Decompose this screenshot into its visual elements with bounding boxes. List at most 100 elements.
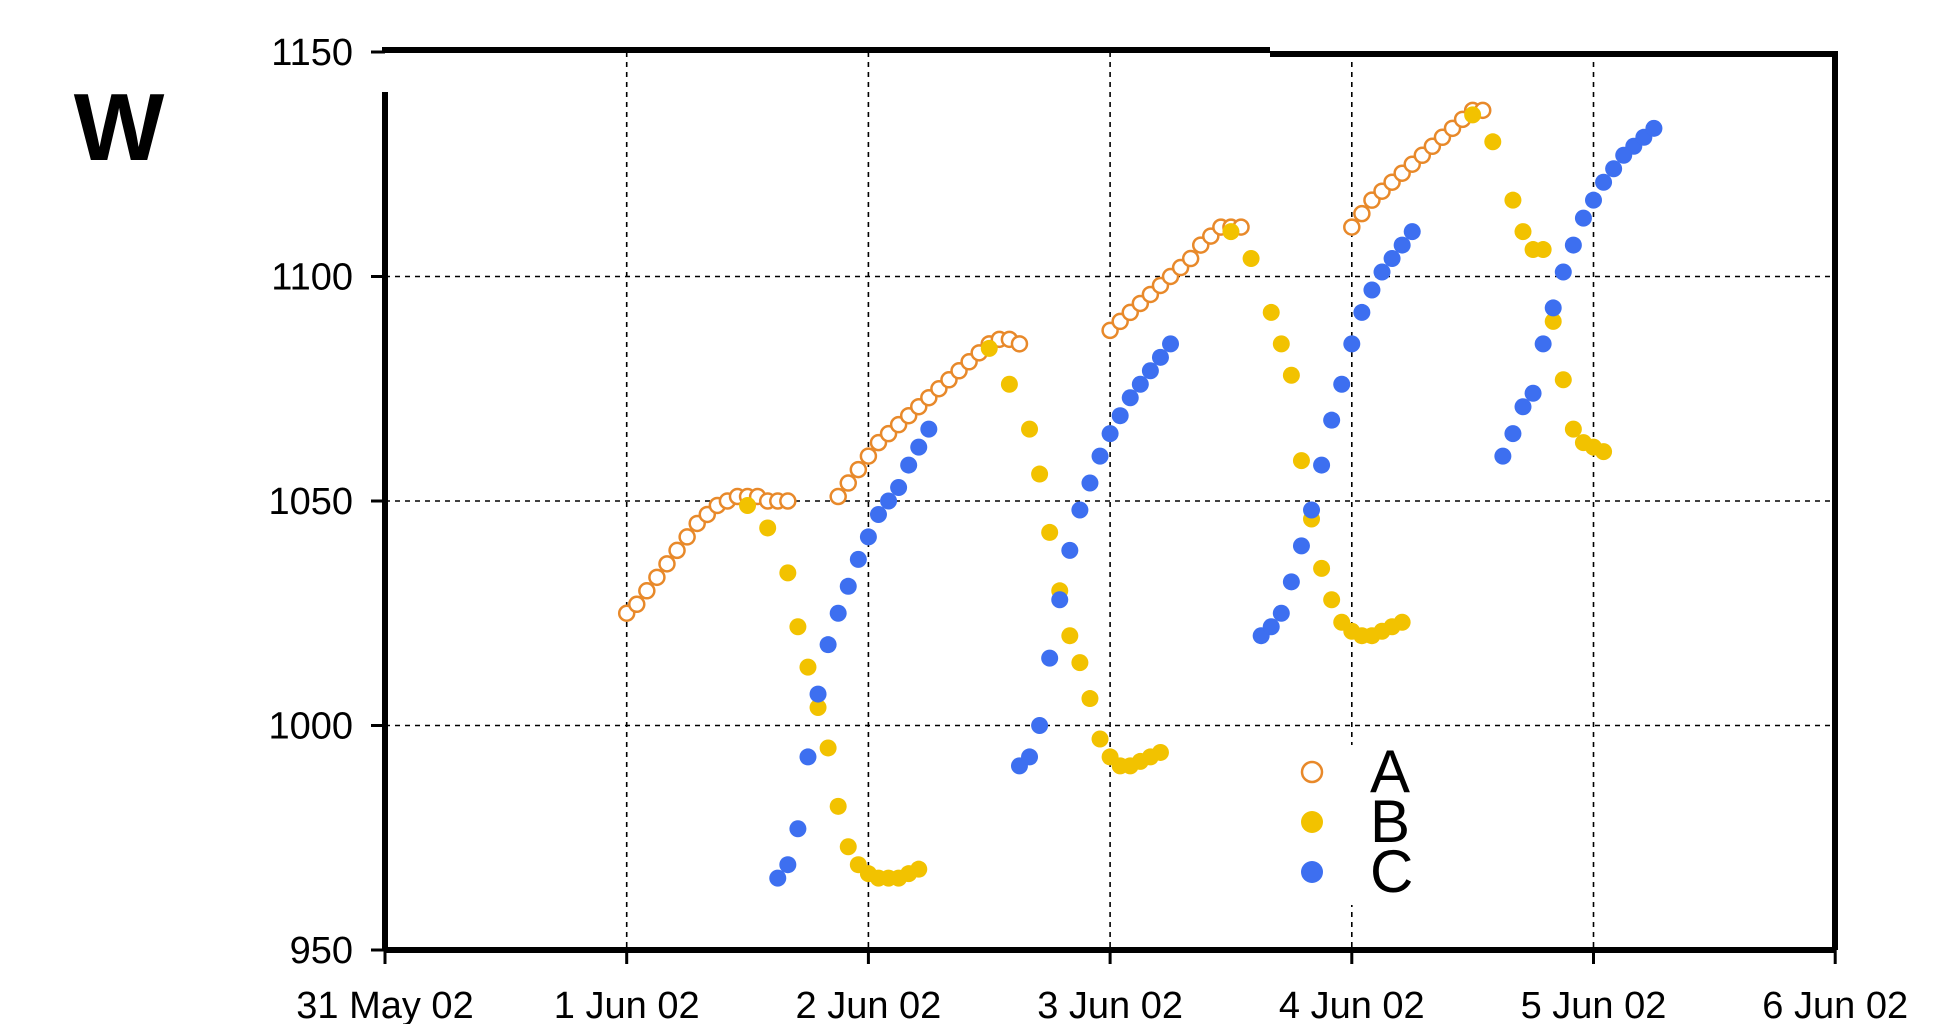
data-point <box>1383 250 1401 268</box>
data-point <box>1292 537 1310 555</box>
data-point <box>759 519 777 537</box>
data-point <box>1041 649 1059 667</box>
data-point <box>829 604 847 622</box>
data-point <box>1131 375 1149 393</box>
legend-marker <box>1300 760 1324 784</box>
y-tick-label: 950 <box>290 930 353 972</box>
data-point <box>789 820 807 838</box>
y-tick-label: 1000 <box>268 706 353 748</box>
data-point <box>1041 523 1059 541</box>
data-point <box>1574 209 1592 227</box>
data-point <box>1051 591 1069 609</box>
data-point <box>890 479 908 497</box>
data-point <box>1021 420 1039 438</box>
data-point <box>1313 456 1331 474</box>
x-tick-label: 3 Jun 02 <box>1037 985 1183 1024</box>
data-point <box>1564 236 1582 254</box>
data-point <box>779 856 797 874</box>
data-point <box>1151 743 1169 761</box>
data-point <box>900 456 918 474</box>
data-point <box>1393 236 1411 254</box>
data-point <box>1353 204 1371 223</box>
data-point <box>1514 223 1532 241</box>
data-point <box>1323 411 1341 429</box>
data-point <box>839 838 857 856</box>
data-point <box>1595 173 1613 191</box>
legend-label: B <box>1370 788 1410 855</box>
data-point <box>1585 191 1602 209</box>
legend-label: C <box>1370 838 1413 905</box>
data-point <box>1544 312 1562 330</box>
data-point <box>1484 133 1502 151</box>
data-point <box>1181 249 1200 268</box>
data-point <box>880 492 898 510</box>
data-point <box>859 447 878 465</box>
data-point <box>1071 654 1089 672</box>
data-point <box>1514 398 1532 416</box>
data-point <box>1645 119 1663 137</box>
data-point <box>1564 420 1582 438</box>
data-point <box>920 420 938 438</box>
data-point <box>1353 303 1371 321</box>
data-points <box>617 101 1663 887</box>
data-point <box>739 496 757 514</box>
data-point <box>1272 604 1290 622</box>
data-point <box>1504 425 1522 443</box>
data-point <box>1292 452 1310 470</box>
x-tick-labels: 31 May 02 1 Jun 02 2 Jun 02 3 Jun 02 4 Jun 0… <box>296 985 1908 1024</box>
data-point <box>1393 613 1411 631</box>
legend: ABC <box>1290 738 1550 905</box>
data-point <box>1323 591 1341 609</box>
data-point <box>1494 447 1512 465</box>
y-tick-label: 1100 <box>271 257 353 299</box>
data-point <box>1162 335 1180 353</box>
data-point <box>1000 375 1018 393</box>
data-point <box>1141 362 1159 380</box>
data-point <box>1151 348 1169 366</box>
data-point <box>1061 541 1079 559</box>
data-point <box>829 487 847 506</box>
legend-marker <box>1301 861 1323 883</box>
data-point <box>638 582 656 600</box>
data-point <box>1544 299 1562 317</box>
data-point <box>648 568 666 587</box>
data-point <box>859 528 877 546</box>
data-point <box>1524 384 1542 402</box>
legend-marker <box>1301 811 1323 833</box>
data-point <box>809 699 827 717</box>
data-point <box>779 564 797 582</box>
data-point <box>1303 501 1321 519</box>
series-C <box>769 119 1663 887</box>
data-point <box>1010 335 1029 353</box>
data-point <box>849 460 868 479</box>
data-point <box>1534 241 1552 259</box>
y-tick-label: 1150 <box>271 32 353 74</box>
y-tick-label: 1050 <box>268 481 353 523</box>
data-point <box>1363 281 1381 299</box>
data-point <box>1121 389 1139 407</box>
data-point <box>658 555 676 573</box>
x-tick-label: 4 Jun 02 <box>1279 985 1425 1024</box>
data-point <box>1111 407 1129 425</box>
data-point <box>910 438 928 456</box>
data-point <box>1081 690 1099 708</box>
y-tick-labels: 950 1000 1050 1100 1150 <box>268 32 353 972</box>
legend-label: A <box>1370 738 1410 805</box>
data-point <box>799 658 817 676</box>
data-point <box>779 492 797 510</box>
data-point <box>1333 375 1351 393</box>
data-point <box>1091 730 1109 748</box>
data-point <box>678 528 696 546</box>
legend-box <box>1290 745 1550 905</box>
data-point <box>869 505 887 523</box>
data-point <box>839 577 857 595</box>
data-point <box>1595 443 1613 461</box>
data-point <box>819 739 837 757</box>
data-point <box>1071 501 1089 519</box>
data-point <box>1061 627 1079 645</box>
data-point <box>668 541 686 560</box>
data-point <box>1091 447 1109 465</box>
data-point <box>1464 106 1482 124</box>
data-point <box>628 595 646 614</box>
data-point <box>1242 250 1260 268</box>
